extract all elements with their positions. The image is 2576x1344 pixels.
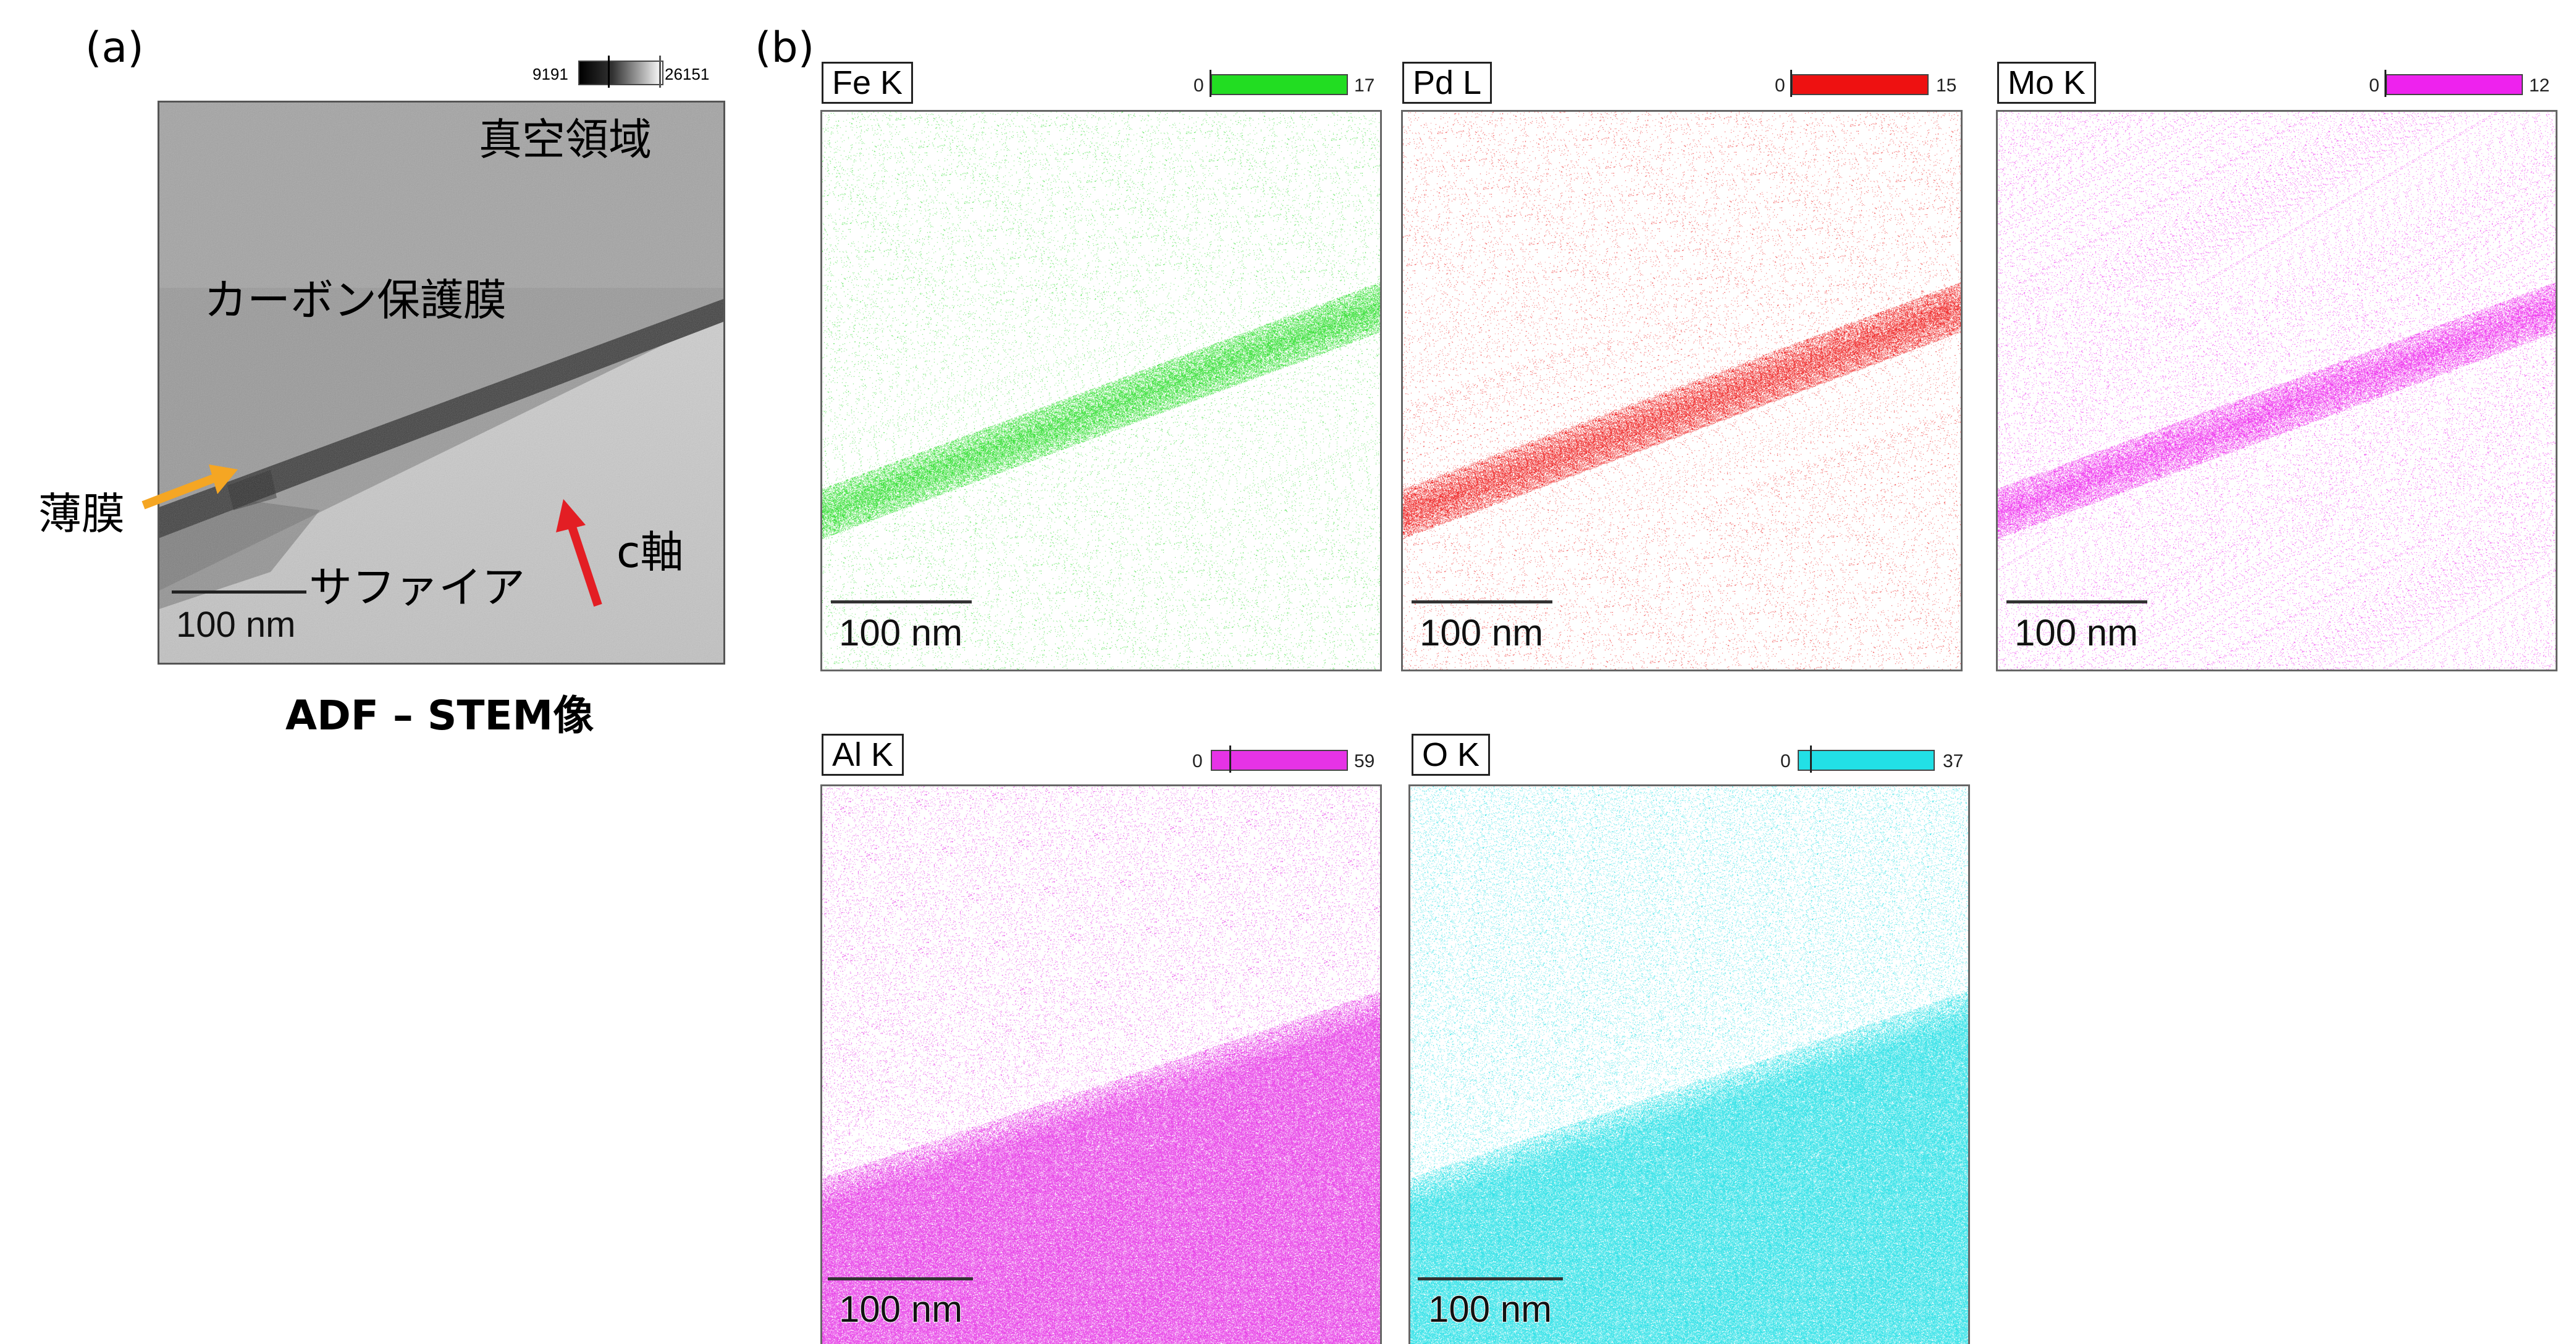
adf-colorbar-tick (659, 56, 661, 88)
map-scale-text: 100 nm (838, 611, 963, 654)
map-colorbar-max: 15 (1936, 75, 1957, 96)
map-colorbar (1791, 74, 1929, 95)
c-axis-label: c軸 (617, 527, 684, 578)
map-colorbar-max: 59 (1354, 751, 1375, 771)
panel-b-tag: (b) (755, 23, 815, 72)
film-arrow-icon (141, 464, 238, 510)
map-colorbar-tick (1790, 70, 1792, 97)
map-scale-text: 100 nm (838, 1288, 963, 1330)
map-colorbar-min: 0 (1780, 751, 1791, 771)
map-scale-text: 100 nm (1419, 611, 1544, 654)
panel-a-tag: (a) (85, 23, 144, 72)
map-colorbar-min: 0 (1192, 751, 1203, 771)
map-colorbar-tick (1210, 70, 1211, 97)
map-colorbar (1798, 750, 1935, 771)
map-scale-text: 100 nm (2014, 611, 2139, 654)
map-colorbar-tick (1229, 746, 1231, 773)
map-colorbar (2386, 74, 2523, 95)
map-colorbar-tick (2384, 70, 2386, 97)
map-scale-bar (828, 1277, 973, 1280)
map-scale-bar (1418, 1277, 1563, 1280)
map-colorbar-max: 12 (2529, 75, 2550, 96)
carbon-protective-film-label: カーボン保護膜 (204, 275, 507, 326)
adf-stem-caption: ADF – STEM像 (285, 692, 594, 739)
map-scale-bar (2006, 600, 2147, 603)
adf-scale-text: 100 nm (176, 605, 296, 645)
map-element-label: Fe K (822, 62, 914, 104)
elemental-map-pd (1401, 110, 1963, 671)
map-colorbar-min: 0 (2369, 75, 2380, 96)
map-colorbar-tick (1810, 746, 1812, 773)
map-element-label: Mo K (1997, 62, 2097, 104)
map-scale-bar (831, 600, 972, 603)
map-colorbar (1211, 750, 1348, 771)
map-scale-bar (1412, 600, 1552, 603)
map-element-label: Al K (822, 734, 904, 776)
adf-colorbar-tick (608, 56, 610, 88)
map-colorbar-min: 0 (1193, 75, 1204, 96)
adf-colorbar-max: 26151 (665, 65, 710, 83)
adf-colorbar (578, 61, 663, 85)
map-colorbar-max: 17 (1354, 75, 1375, 96)
vacuum-region-label: 真空領域 (479, 114, 652, 165)
thin-film-label: 薄膜 (38, 489, 125, 539)
elemental-map-al (820, 784, 1382, 1344)
arrows-overlay (141, 464, 602, 607)
adf-scale-bar (172, 590, 306, 594)
map-colorbar-min: 0 (1775, 75, 1785, 96)
elemental-map-o (1408, 784, 1970, 1344)
c-axis-arrow-icon (556, 499, 602, 607)
adf-colorbar-min: 9191 (532, 65, 568, 83)
map-scale-text: 100 nm (1428, 1288, 1552, 1330)
map-element-label: Pd L (1402, 62, 1492, 104)
map-colorbar-max: 37 (1943, 751, 1964, 771)
adf-stem-image (158, 101, 725, 665)
elemental-map-mo (1996, 110, 2557, 671)
elemental-map-fe (820, 110, 1382, 671)
sapphire-label: サファイア (309, 562, 525, 613)
map-colorbar (1211, 74, 1348, 95)
map-element-label: O K (1412, 734, 1491, 776)
